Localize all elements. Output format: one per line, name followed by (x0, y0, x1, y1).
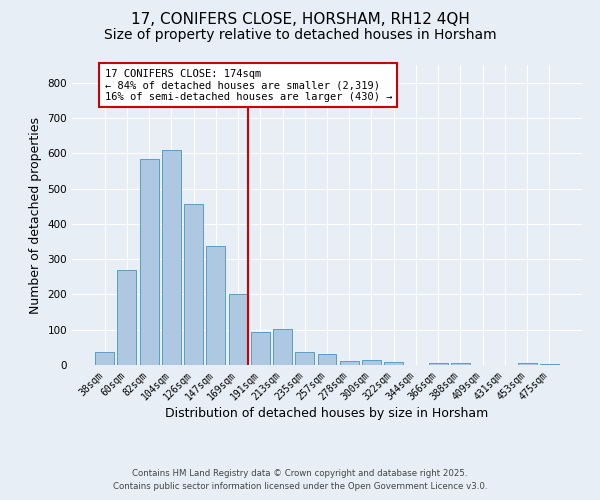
Bar (206, 246, 225, 365)
Bar (384, 362, 403, 365)
Bar (340, 361, 359, 365)
Bar (540, 364, 559, 365)
Text: 17, CONIFERS CLOSE, HORSHAM, RH12 4QH: 17, CONIFERS CLOSE, HORSHAM, RH12 4QH (131, 12, 469, 28)
Bar (429, 363, 448, 365)
Y-axis label: Number of detached properties: Number of detached properties (29, 116, 42, 314)
Bar (295, 352, 314, 365)
Bar (451, 362, 470, 365)
Bar (229, 294, 248, 365)
Bar (140, 158, 158, 365)
Text: Size of property relative to detached houses in Horsham: Size of property relative to detached ho… (104, 28, 496, 42)
Bar (95, 352, 114, 365)
Bar (362, 360, 381, 365)
Bar (184, 204, 203, 365)
Bar (162, 150, 181, 365)
X-axis label: Distribution of detached houses by size in Horsham: Distribution of detached houses by size … (166, 408, 488, 420)
Bar (518, 363, 536, 365)
Text: Contains public sector information licensed under the Open Government Licence v3: Contains public sector information licen… (113, 482, 487, 491)
Bar (251, 332, 270, 365)
Bar (317, 354, 337, 365)
Text: Contains HM Land Registry data © Crown copyright and database right 2025.: Contains HM Land Registry data © Crown c… (132, 468, 468, 477)
Bar (273, 328, 292, 365)
Text: 17 CONIFERS CLOSE: 174sqm
← 84% of detached houses are smaller (2,319)
16% of se: 17 CONIFERS CLOSE: 174sqm ← 84% of detac… (104, 68, 392, 102)
Bar (118, 270, 136, 365)
